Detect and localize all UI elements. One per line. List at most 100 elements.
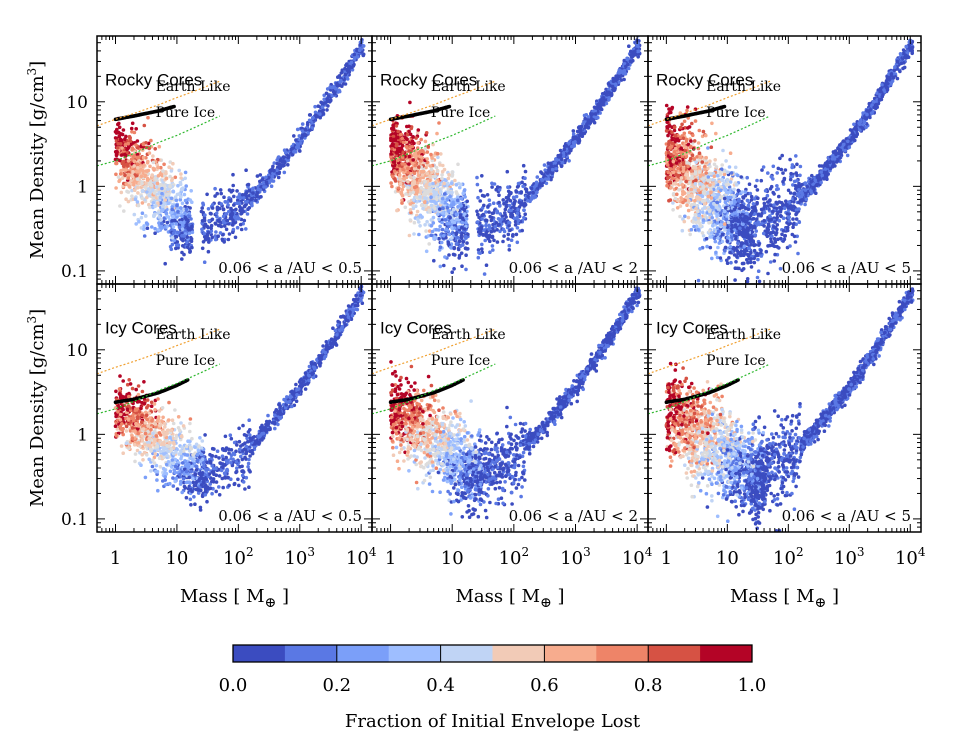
data-point: [451, 207, 456, 212]
data-point: [449, 203, 454, 207]
data-point: [475, 175, 479, 180]
data-point: [213, 221, 218, 226]
data-point: [798, 164, 803, 169]
data-point: [189, 217, 193, 221]
data-point: [160, 204, 165, 209]
data-point: [225, 200, 230, 204]
data-point: [278, 164, 282, 168]
data-point: [300, 129, 305, 133]
data-point: [124, 197, 128, 201]
data-point: [446, 181, 450, 186]
data-point: [135, 162, 140, 166]
data-point: [272, 161, 277, 165]
data-point: [177, 192, 181, 196]
data-point: [118, 131, 122, 136]
data-point: [424, 165, 428, 170]
data-point: [755, 217, 759, 221]
data-point: [503, 207, 508, 212]
data-point: [507, 223, 511, 228]
data-point: [784, 199, 788, 203]
data-point: [448, 245, 453, 250]
data-point: [144, 181, 148, 185]
data-point: [408, 100, 412, 105]
data-point: [406, 166, 410, 171]
data-point: [221, 207, 226, 211]
data-point: [797, 200, 801, 205]
data-point: [117, 179, 121, 184]
data-point: [788, 157, 792, 162]
data-point: [160, 226, 164, 230]
data-point: [172, 218, 177, 223]
data-point: [182, 192, 187, 197]
data-point: [560, 160, 565, 165]
data-point: [123, 173, 127, 178]
data-point: [147, 183, 152, 187]
data-point: [613, 82, 618, 86]
data-point: [407, 233, 412, 238]
data-point: [159, 209, 164, 213]
data-point: [488, 250, 492, 254]
data-point: [184, 184, 188, 188]
data-point: [444, 211, 449, 216]
data-point: [427, 208, 432, 213]
data-point: [508, 228, 512, 232]
data-point: [604, 93, 609, 97]
data-point: [206, 249, 211, 254]
data-point: [626, 62, 630, 67]
data-point: [464, 217, 469, 221]
data-point: [460, 264, 464, 269]
data-point: [178, 220, 183, 225]
data-point: [407, 129, 411, 134]
data-point: [567, 159, 571, 163]
data-point: [357, 48, 362, 53]
data-point: [475, 182, 480, 187]
data-point: [410, 144, 415, 149]
data-point: [429, 233, 434, 238]
data-point: [332, 92, 337, 96]
data-point: [154, 185, 159, 189]
data-point: [480, 217, 484, 221]
data-point: [270, 174, 275, 179]
data-point: [180, 257, 184, 261]
data-point: [135, 177, 140, 181]
data-point: [163, 198, 168, 202]
data-point: [205, 192, 209, 197]
data-point: [418, 195, 422, 199]
data-point: [480, 247, 484, 251]
data-point: [143, 185, 147, 189]
data-point: [442, 263, 446, 268]
data-point: [137, 170, 141, 175]
data-point: [434, 197, 439, 202]
data-point: [129, 142, 133, 146]
data-point: [419, 203, 424, 208]
data-point: [207, 240, 211, 244]
data-point: [445, 206, 450, 210]
data-point: [409, 175, 413, 180]
data-point: [428, 164, 433, 168]
data-point: [421, 206, 425, 211]
data-point: [190, 230, 195, 235]
data-point: [148, 164, 152, 169]
data-point: [117, 134, 122, 138]
data-point: [493, 224, 498, 229]
data-point: [161, 169, 165, 173]
data-point: [160, 221, 164, 226]
data-point: [159, 218, 163, 222]
data-point: [455, 242, 459, 246]
earth-like-curve: [371, 80, 496, 127]
pure-ice-curve: [96, 115, 221, 167]
data-point: [408, 202, 413, 206]
data-point: [152, 191, 157, 195]
data-point: [406, 179, 410, 184]
data-point: [795, 162, 799, 167]
data-point: [117, 125, 122, 130]
data-point: [346, 65, 351, 69]
data-point: [500, 214, 505, 219]
data-point: [139, 215, 144, 220]
data-point: [163, 202, 167, 206]
data-point: [313, 104, 317, 109]
data-point: [325, 87, 330, 91]
data-point: [219, 191, 223, 196]
data-point: [146, 141, 151, 146]
data-point: [454, 232, 459, 237]
